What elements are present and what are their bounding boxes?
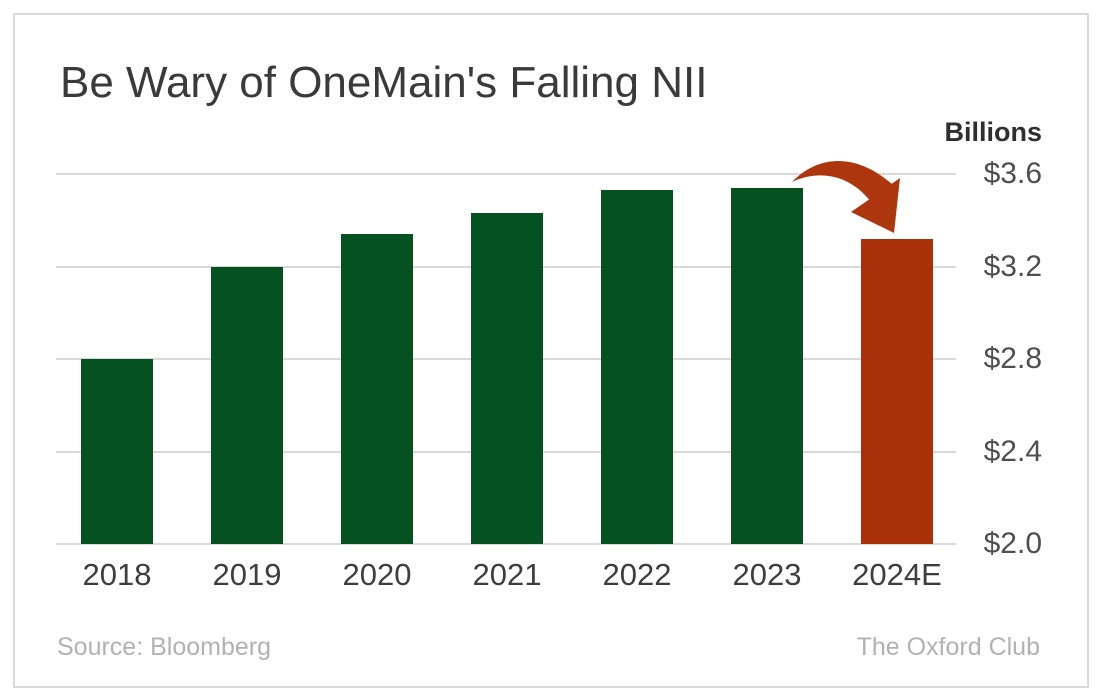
brand-credit: The Oxford Club [856,633,1040,661]
chart-title: Be Wary of OneMain's Falling NII [60,58,708,107]
bar-2022 [601,190,673,544]
gridline [56,173,956,175]
bar-2020 [341,234,413,544]
x-tick-label: 2018 [82,557,152,592]
bar-2018 [81,359,153,544]
bar-2024e [861,238,933,544]
y-tick-label: $3.2 [983,249,1042,283]
bar-2021 [471,213,543,544]
y-tick-label: $3.6 [983,157,1042,190]
bar-2023 [731,187,803,544]
y-tick-label: $2.8 [983,342,1042,375]
source-credit: Source: Bloomberg [57,633,272,661]
gridline [56,543,956,545]
x-tick-label: 2022 [602,557,672,592]
x-tick-label: 2024E [852,557,942,592]
y-tick-label: $2.0 [983,527,1042,560]
y-tick-label: $2.4 [983,434,1042,468]
x-tick-label: 2019 [212,557,282,592]
bar-2019 [211,266,283,544]
x-tick-label: 2020 [342,557,412,592]
y-axis-unit-label: Billions [944,117,1042,147]
x-tick-label: 2023 [732,557,802,592]
x-tick-label: 2021 [472,557,542,592]
